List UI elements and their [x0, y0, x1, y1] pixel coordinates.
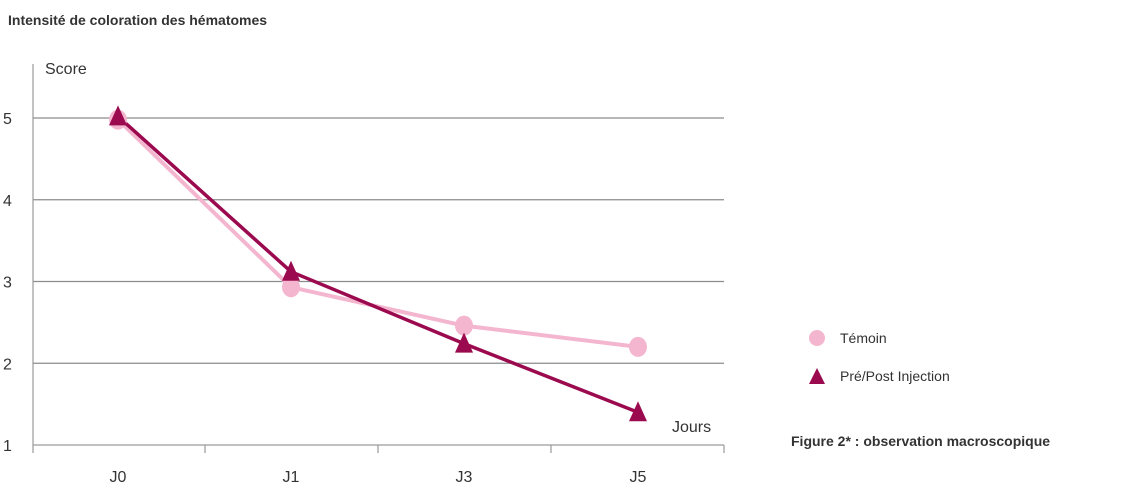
y-tick-label: 5: [3, 111, 12, 128]
x-axis-label: Jours: [672, 419, 711, 436]
data-point-pre-post-injection: [629, 401, 647, 422]
triangle-marker-icon: [809, 368, 825, 384]
x-tick-label: J5: [630, 469, 647, 486]
figure-caption: Figure 2* : observation macroscopique: [791, 433, 1051, 449]
axes: [32, 64, 725, 453]
x-tick-labels: J0 J1 J3 J5: [110, 469, 647, 486]
chart-title: Intensité de coloration des hématomes: [8, 12, 268, 28]
x-tick-label: J3: [456, 469, 473, 486]
data-point-pre-post-injection: [282, 260, 300, 281]
series-group: [109, 105, 647, 422]
legend: Témoin Pré/Post Injection: [808, 327, 950, 403]
legend-label-pre-post-injection: Pré/Post Injection: [840, 368, 950, 384]
data-point-temoin: [629, 336, 647, 357]
legend-item-pre-post-injection: Pré/Post Injection: [808, 365, 950, 387]
x-tick-label: J1: [283, 469, 300, 486]
y-tick-labels: 1 2 3 4 5: [3, 111, 12, 455]
data-point-pre-post-injection: [109, 105, 127, 126]
data-point-pre-post-injection: [455, 332, 473, 353]
circle-marker-icon: [809, 330, 825, 346]
series-line-temoin: [116, 117, 640, 349]
x-tick-label: J0: [110, 469, 127, 486]
y-tick-label: 2: [3, 356, 12, 373]
y-tick-label: 4: [3, 193, 12, 210]
y-axis-label: Score: [45, 61, 87, 78]
legend-label-temoin: Témoin: [840, 330, 887, 346]
grid-lines: [33, 117, 724, 364]
y-tick-label: 1: [3, 438, 12, 455]
y-tick-label: 3: [3, 275, 12, 292]
legend-item-temoin: Témoin: [808, 327, 950, 349]
data-point-temoin: [455, 315, 473, 336]
series-line-pre-post-injection: [116, 114, 640, 415]
data-point-temoin: [282, 277, 300, 298]
